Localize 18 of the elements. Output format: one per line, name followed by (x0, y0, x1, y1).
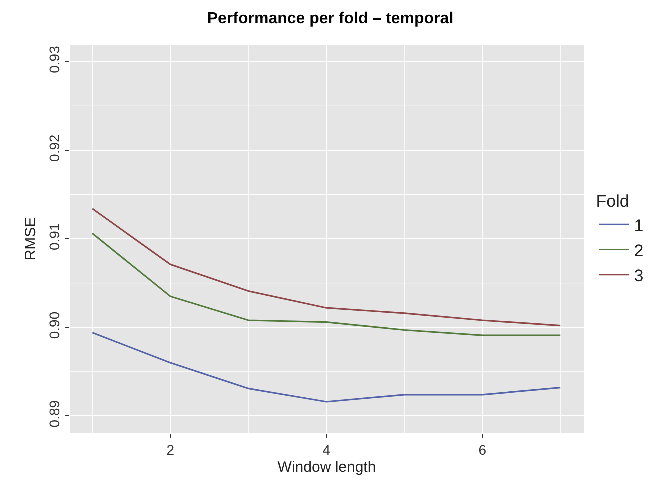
x-tick-label: 2 (166, 442, 175, 458)
y-tick-label: 0.90 (46, 312, 62, 340)
y-tick-label: 0.92 (46, 134, 62, 162)
chart-title: Performance per fold – temporal (207, 10, 454, 28)
x-tick-label: 6 (478, 442, 487, 458)
y-tick-label: 0.91 (46, 223, 62, 251)
line-series (92, 332, 562, 403)
legend-label: 1 (634, 216, 644, 236)
x-axis-title: Window length (278, 458, 376, 476)
y-tick-label: 0.89 (46, 400, 62, 428)
line-series (92, 208, 562, 327)
legend-label: 2 (634, 241, 644, 260)
y-tick-label: 0.93 (46, 46, 62, 74)
line-series (92, 232, 562, 336)
legend-title: Fold (596, 192, 630, 212)
y-axis-title: RMSE (22, 217, 40, 261)
legend-label: 3 (634, 266, 644, 286)
x-tick-label: 4 (322, 442, 331, 458)
